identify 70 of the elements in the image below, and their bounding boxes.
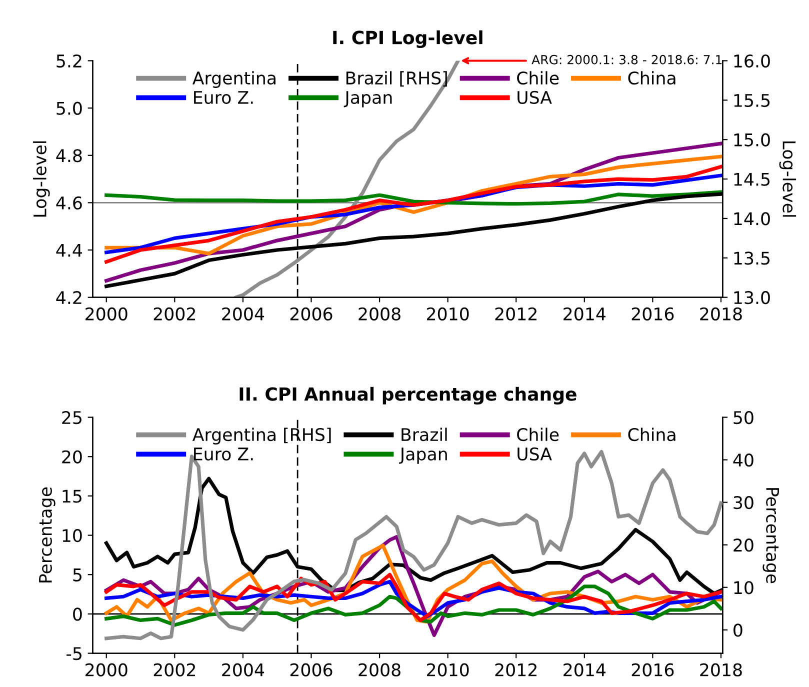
y-tick-label: 10 (62, 528, 82, 542)
y-tick-label: 5.2 (56, 54, 82, 68)
legend-label: China (628, 71, 676, 85)
legend-label: Argentina (192, 71, 276, 88)
y2-tick-label: 0 (734, 624, 742, 637)
legend-label: China (628, 428, 676, 442)
y2-tick-label: 15.0 (734, 133, 770, 146)
legend-label: Brazil [RHS] (346, 71, 447, 87)
legend-label: USA (518, 447, 552, 461)
x-tick-label: 2010 (426, 307, 469, 320)
x-tick-label: 2014 (564, 663, 606, 676)
x-tick-label: 2000 (86, 663, 128, 676)
x-tick-label: 2008 (358, 307, 400, 320)
y2-tick-label: 20 (734, 538, 754, 552)
x-tick-label: 2014 (564, 307, 606, 320)
y2-axis-title: Percentage (762, 488, 779, 584)
x-tick-label: 2004 (222, 307, 264, 320)
x-tick-label: 2004 (222, 663, 264, 676)
y-tick-label: 20 (62, 450, 82, 464)
x-tick-label: 2006 (290, 663, 332, 676)
legend-label: Chile (517, 71, 559, 85)
y2-tick-label: 10 (734, 581, 754, 594)
y2-tick-label: 50 (734, 410, 754, 424)
y2-tick-label: 13.5 (734, 252, 770, 265)
y2-tick-label: 14.5 (734, 172, 770, 186)
line-series (104, 164, 723, 264)
x-tick-label: 2012 (495, 663, 536, 676)
y-tick-label: 4.6 (56, 196, 82, 210)
y2-tick-label: 13.0 (734, 291, 770, 304)
y-tick-label: 15 (62, 490, 82, 503)
y2-tick-label: 14.0 (734, 212, 770, 226)
x-tick-label: 2002 (154, 663, 196, 676)
y-tick-label: 25 (62, 410, 82, 424)
legend-label: Brazil (402, 428, 447, 442)
x-tick-label: 2010 (426, 663, 469, 676)
chart-title: II. CPI Annual percentage change (240, 386, 576, 405)
y2-tick-label: 15.5 (734, 94, 770, 108)
y-tick-label: 5 (73, 568, 82, 582)
line-series (104, 572, 723, 622)
x-tick-label: 2018 (700, 307, 742, 320)
y-tick-label: 4.8 (56, 149, 82, 162)
y-axis-title: Percentage (39, 487, 56, 582)
legend-label: USA (518, 90, 552, 104)
line-series (104, 584, 723, 627)
x-tick-label: 2002 (154, 307, 196, 320)
x-tick-label: 2000 (86, 307, 128, 320)
y-tick-label: 5.0 (56, 102, 82, 115)
x-tick-label: 2018 (700, 663, 742, 676)
x-tick-label: 2008 (358, 663, 400, 676)
y2-tick-label: 40 (733, 454, 754, 467)
y-tick-label: 4.2 (56, 291, 82, 304)
line-series (104, 190, 723, 206)
x-tick-label: 2006 (290, 307, 332, 320)
x-tick-label: 2016 (632, 663, 674, 676)
y2-tick-label: 30 (734, 496, 754, 510)
y2-tick-label: 16.0 (734, 54, 770, 68)
annotation: ARG: 2000.1: 3.8 - 2018.6: 7.1 (532, 54, 722, 64)
y-tick-label: 0 (73, 608, 82, 621)
y2-axis-title: Log-level (779, 141, 796, 217)
y-axis-title: Log-level (33, 141, 50, 217)
legend-label: Japan (399, 448, 447, 464)
x-tick-label: 2016 (632, 307, 674, 320)
legend-label: Chile (517, 428, 559, 442)
legend-label: Euro Z. (194, 448, 253, 461)
x-tick-label: 2012 (495, 307, 536, 320)
legend-label: Euro Z. (194, 91, 253, 104)
legend-label: Japan (344, 91, 392, 108)
y-tick-label: 4.4 (56, 244, 82, 257)
chart-title: I. CPI Log-level (333, 30, 482, 48)
y-tick-label: -5 (66, 647, 82, 660)
